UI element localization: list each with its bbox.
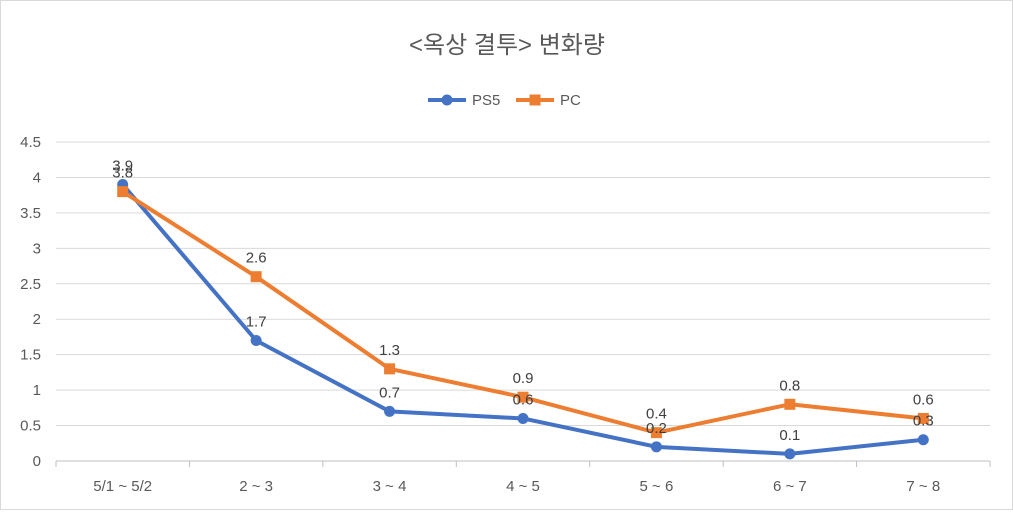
x-tick-label: 6 ~ 7 <box>773 478 807 495</box>
data-label: 0.6 <box>913 391 934 408</box>
x-tick-label: 4 ~ 5 <box>506 478 540 495</box>
data-point <box>384 405 396 417</box>
data-label: 0.7 <box>379 384 400 401</box>
data-label: 0.8 <box>779 377 800 394</box>
y-tick-label: 0.5 <box>20 418 41 435</box>
data-point <box>917 434 929 446</box>
data-label: 2.6 <box>246 250 267 267</box>
chart-title: <옥상 결투> 변화량 <box>409 32 605 59</box>
x-tick-label: 7 ~ 8 <box>906 478 940 495</box>
data-label: 1.7 <box>246 313 267 330</box>
y-tick-label: 3.5 <box>20 205 41 222</box>
data-label: 0.4 <box>646 406 667 423</box>
data-label: 0.1 <box>779 427 800 444</box>
x-axis: 5/1 ~ 5/2 2 ~ 3 3 ~ 4 4 ~ 5 5 ~ 6 6 ~ 7 7 ~ 8 <box>55 460 991 495</box>
data-point <box>517 391 529 403</box>
legend-label: PS5 <box>472 92 500 109</box>
legend-label: PC <box>560 92 581 109</box>
y-tick-label: 4.5 <box>20 134 41 151</box>
legend-item-pc: PC <box>516 92 581 109</box>
data-label: 3.8 <box>112 165 133 182</box>
data-point <box>917 412 929 424</box>
data-point <box>384 363 396 375</box>
y-axis: 0 0.5 1 1.5 2 2.5 3 3.5 4 4.5 <box>20 134 41 470</box>
y-tick-label: 2.5 <box>20 276 41 293</box>
data-point <box>650 427 662 439</box>
data-point <box>784 398 796 410</box>
data-label: 0.6 <box>513 391 534 408</box>
data-point <box>650 441 662 453</box>
series-group <box>117 179 929 460</box>
data-point <box>250 334 262 346</box>
x-tick-label: 5/1 ~ 5/2 <box>93 478 152 495</box>
y-tick-label: 2 <box>33 311 41 328</box>
data-label: 0.9 <box>513 370 534 387</box>
data-label: 0.3 <box>913 413 934 430</box>
data-label: 0.2 <box>646 420 667 437</box>
y-tick-label: 4 <box>33 169 41 186</box>
data-point <box>250 271 262 283</box>
y-tick-label: 1.5 <box>20 347 41 364</box>
y-tick-label: 0 <box>33 453 41 470</box>
y-tick-label: 3 <box>33 240 41 257</box>
data-point <box>117 186 129 198</box>
x-tick-label: 2 ~ 3 <box>239 478 273 495</box>
data-label: 1.3 <box>379 342 400 359</box>
legend-marker <box>529 94 541 106</box>
x-tick-label: 3 ~ 4 <box>373 478 407 495</box>
legend-marker <box>441 94 453 106</box>
legend: PS5 PC <box>428 92 581 109</box>
x-tick-label: 5 ~ 6 <box>640 478 674 495</box>
data-point <box>784 448 796 460</box>
data-label: 3.9 <box>112 158 133 175</box>
data-point <box>517 412 529 424</box>
legend-item-ps5: PS5 <box>428 92 500 109</box>
data-labels: 3.9 1.7 0.7 0.6 0.2 0.1 0.3 3.8 2.6 1.3 0.9 0.4 0.8 0… <box>112 158 933 444</box>
y-tick-label: 1 <box>33 382 41 399</box>
